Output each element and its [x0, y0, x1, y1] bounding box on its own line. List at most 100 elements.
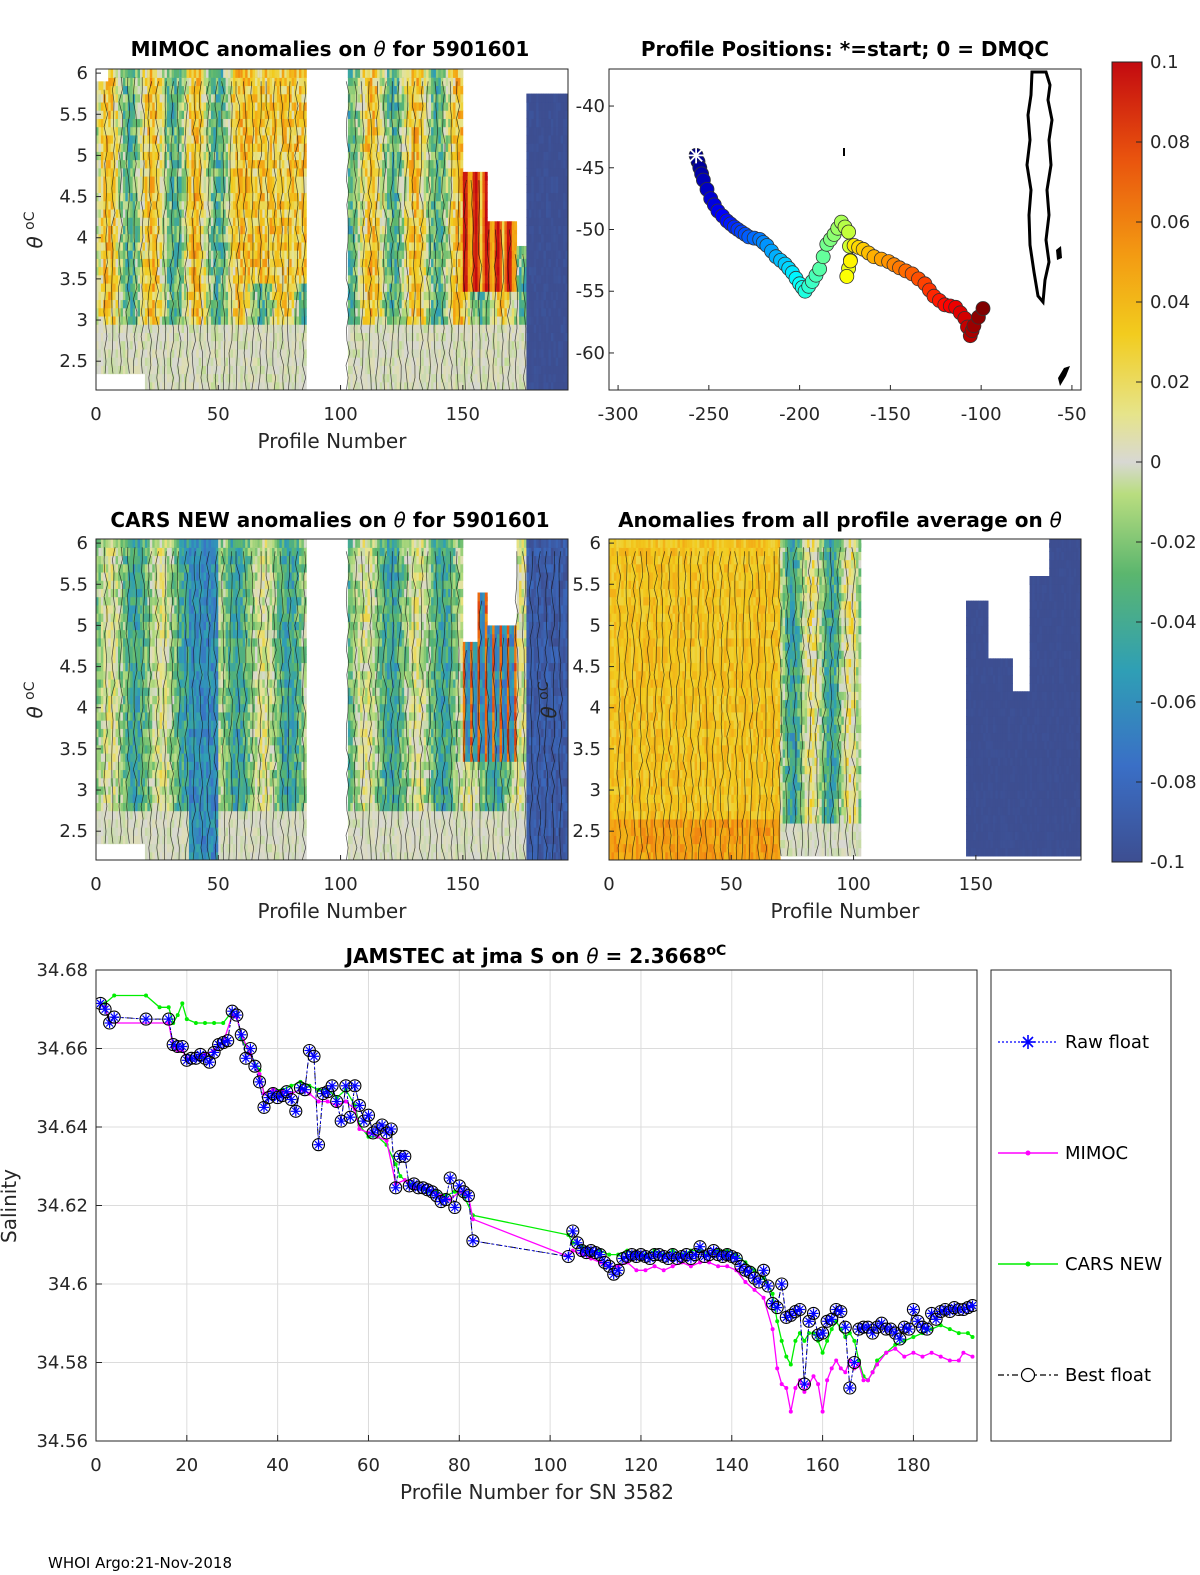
- heatmap-cell: [298, 167, 302, 177]
- heatmap-cell: [443, 118, 447, 128]
- heatmap-cell: [438, 184, 442, 194]
- heatmap-cell: [406, 324, 410, 333]
- heatmap-cell: [357, 307, 361, 317]
- heatmap-cell: [264, 167, 268, 177]
- heatmap-cell: [294, 291, 297, 301]
- heatmap-cell: [162, 110, 165, 119]
- heatmap-cell: [347, 217, 351, 226]
- heatmap-cell: [374, 85, 378, 95]
- heatmap-cell: [269, 233, 273, 243]
- heatmap-cell: [208, 258, 212, 268]
- heatmap-cell: [196, 233, 200, 243]
- heatmap-cell: [115, 357, 119, 366]
- heatmap-cell: [401, 324, 405, 333]
- heatmap-cell: [355, 118, 359, 128]
- heatmap-cell: [176, 69, 180, 78]
- heatmap-cell: [401, 357, 405, 366]
- heatmap-cell: [389, 217, 393, 226]
- heatmap-cell: [296, 340, 300, 350]
- heatmap-cell: [164, 291, 168, 301]
- heatmap-cell: [96, 299, 99, 309]
- heatmap-cell: [396, 357, 400, 366]
- heatmap-cell: [435, 233, 439, 243]
- heatmap-cell: [404, 291, 407, 301]
- heatmap-cell: [237, 373, 241, 383]
- heatmap-cell: [188, 241, 192, 251]
- heatmap-cell: [367, 315, 371, 325]
- heatmap-cell: [162, 101, 165, 111]
- heatmap-cell: [394, 324, 398, 333]
- heatmap-cell: [247, 233, 251, 243]
- heatmap-cell: [115, 69, 119, 78]
- heatmap-cell: [245, 143, 249, 152]
- heatmap-cell: [98, 134, 102, 144]
- heatmap-cell: [237, 159, 241, 169]
- heatmap-cell: [201, 69, 205, 78]
- heatmap-cell: [100, 340, 104, 350]
- heatmap-cell: [171, 307, 175, 317]
- heatmap-cell: [443, 291, 447, 301]
- heatmap-cell: [184, 250, 187, 259]
- heatmap-cell: [394, 348, 398, 358]
- heatmap-cell: [228, 291, 231, 301]
- heatmap-cell: [110, 69, 114, 78]
- heatmap-cell: [98, 81, 102, 91]
- heatmap-cell: [350, 315, 354, 325]
- heatmap-cell: [157, 225, 160, 235]
- heatmap-cell: [294, 101, 297, 111]
- heatmap-cell: [284, 324, 288, 333]
- heatmap-cell: [220, 291, 224, 301]
- heatmap-cell: [169, 101, 173, 111]
- heatmap-cell: [166, 241, 170, 251]
- heatmap-cell: [413, 365, 417, 375]
- heatmap-cell: [137, 126, 141, 136]
- heatmap-cell: [96, 266, 99, 276]
- heatmap-cell: [125, 340, 129, 350]
- heatmap-cell: [108, 340, 112, 350]
- heatmap-cell: [440, 340, 444, 350]
- heatmap-cell: [181, 184, 185, 194]
- heatmap-cell: [188, 332, 192, 342]
- heatmap-cell: [181, 233, 185, 243]
- heatmap-cell: [191, 299, 195, 309]
- heatmap-cell: [108, 126, 112, 136]
- heatmap-cell: [206, 225, 209, 235]
- heatmap-cell: [438, 250, 442, 259]
- heatmap-cell: [235, 77, 239, 87]
- heatmap-cell: [103, 217, 107, 226]
- heatmap-cell: [201, 151, 205, 161]
- heatmap-cell: [154, 151, 158, 161]
- heatmap-cell: [171, 258, 175, 268]
- heatmap-cell: [433, 332, 437, 342]
- heatmap-cell: [252, 381, 256, 390]
- heatmap-cell: [137, 143, 141, 152]
- heatmap-cell: [443, 373, 447, 383]
- heatmap-cell: [411, 151, 415, 161]
- heatmap-cell: [411, 233, 415, 243]
- heatmap-cell: [391, 340, 395, 350]
- heatmap-cell: [394, 357, 398, 366]
- heatmap-cell: [218, 225, 222, 235]
- heatmap-cell: [198, 250, 202, 259]
- heatmap-cell: [103, 151, 107, 161]
- heatmap-cell: [267, 299, 271, 309]
- heatmap-cell: [301, 93, 305, 103]
- heatmap-cell: [389, 357, 393, 366]
- heatmap-cell: [399, 357, 403, 366]
- heatmap-cell: [262, 274, 266, 284]
- heatmap-cell: [108, 324, 112, 333]
- heatmap-cell: [225, 299, 229, 309]
- heatmap-cell: [230, 266, 234, 276]
- heatmap-cell: [198, 365, 202, 375]
- heatmap-cell: [159, 241, 163, 251]
- heatmap-cell: [257, 69, 261, 78]
- heatmap-cell: [387, 266, 390, 276]
- heatmap-cell: [377, 299, 381, 309]
- heatmap-cell: [193, 167, 197, 177]
- heatmap-cell: [113, 357, 116, 366]
- heatmap-cell: [159, 110, 163, 119]
- heatmap-cell: [142, 192, 146, 202]
- heatmap-cell: [262, 373, 266, 383]
- heatmap-cell: [416, 176, 420, 185]
- heatmap-cell: [269, 357, 273, 366]
